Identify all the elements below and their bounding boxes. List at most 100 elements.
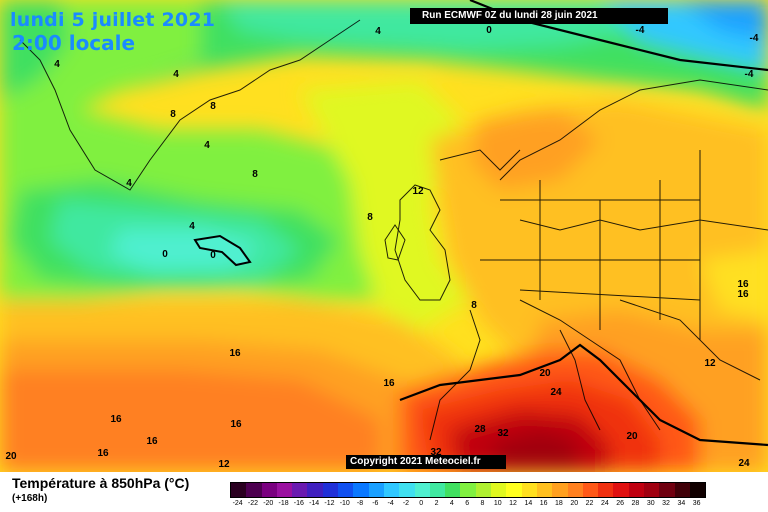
- contour-label: 20: [5, 451, 17, 462]
- contour-label: 4: [126, 178, 132, 189]
- contour-label: -4: [750, 33, 759, 44]
- contour-label: 24: [738, 458, 750, 469]
- copyright: Copyright 2021 Meteociel.fr: [346, 455, 506, 469]
- legend-swatch: [689, 483, 706, 497]
- legend-swatch: [674, 483, 690, 497]
- parameter-title: Température à 850hPa (°C): [12, 475, 190, 491]
- legend-swatch: [338, 483, 354, 497]
- legend-swatch: [598, 483, 614, 497]
- contour-label: -4: [636, 25, 645, 36]
- legend-label: 2: [434, 500, 439, 507]
- legend-label: 36: [692, 500, 701, 507]
- legend-label: -8: [356, 500, 364, 507]
- legend-swatch: [383, 483, 400, 497]
- contour-label: 16: [229, 348, 241, 359]
- legend-label: 26: [616, 500, 625, 507]
- legend-label: -14: [309, 500, 320, 507]
- contour-label: 4: [189, 221, 195, 232]
- legend-swatch: [276, 483, 293, 497]
- legend-swatch: [582, 483, 599, 497]
- legend-label: 24: [600, 500, 609, 507]
- legend-swatch: [261, 483, 277, 497]
- contour-label: 8: [367, 212, 373, 223]
- legend-label: 4: [449, 500, 454, 507]
- legend-label: -16: [293, 500, 304, 507]
- legend-swatch: [659, 483, 675, 497]
- legend-swatch: [322, 483, 339, 497]
- contour-label: 8: [170, 109, 176, 120]
- contour-label: 12: [218, 459, 230, 470]
- legend-label: 6: [465, 500, 470, 507]
- contour-label: 4: [375, 26, 381, 37]
- legend-swatch: [231, 483, 247, 497]
- legend-label: -2: [402, 500, 410, 507]
- contour-label: 8: [471, 300, 477, 311]
- legend-label: -10: [339, 500, 350, 507]
- contour-label: 0: [210, 250, 216, 261]
- legend-label: -4: [387, 500, 394, 507]
- legend-swatch: [307, 483, 323, 497]
- legend-label: 18: [555, 500, 563, 507]
- legend-swatch: [429, 483, 446, 497]
- legend-label: 0: [419, 500, 424, 507]
- legend-swatch: [292, 483, 308, 497]
- contour-label: 16: [737, 289, 749, 300]
- temperature-map: 4 0 -4 -4 -4 4 4 8 8 4 8 4 4 0 0 12 8 8 …: [0, 0, 768, 472]
- legend-swatch: [399, 483, 415, 497]
- legend-swatch: [521, 483, 537, 497]
- legend-swatch: [567, 483, 583, 497]
- legend-swatch: [475, 483, 492, 497]
- contour-label: 4: [173, 69, 179, 80]
- legend-swatch: [460, 483, 476, 497]
- legend-label: 10: [493, 500, 502, 507]
- contour-label: 12: [704, 358, 716, 369]
- legend-label: -22: [247, 500, 258, 507]
- contour-label: 32: [430, 447, 442, 458]
- color-legend: [230, 482, 707, 498]
- run-info: Run ECMWF 0Z du lundi 28 juin 2021: [410, 8, 668, 24]
- contour-label: 16: [383, 378, 395, 389]
- legend-swatch: [414, 483, 430, 497]
- contour-label: 32: [497, 428, 509, 439]
- legend-swatch: [445, 483, 461, 497]
- contour-label: 16: [97, 448, 109, 459]
- legend-swatch: [644, 483, 660, 497]
- contour-label: 4: [54, 59, 60, 70]
- legend-swatch: [353, 483, 369, 497]
- legend-label: -12: [324, 500, 335, 507]
- legend-swatch: [246, 483, 262, 497]
- contour-label: 20: [539, 368, 551, 379]
- legend-label: 16: [539, 500, 548, 507]
- legend-label: 14: [524, 500, 533, 507]
- legend-swatch: [613, 483, 629, 497]
- legend-label: -18: [278, 500, 289, 507]
- legend-labels: -24 -22 -20 -18 -16 -14 -12 -10 -8 -6 -4 -2 0 2 4 6 8 10 1…: [230, 500, 710, 510]
- contour-label: 12: [412, 186, 424, 197]
- contour-label: 16: [230, 419, 242, 430]
- legend-label: 8: [480, 500, 485, 507]
- legend-swatch: [536, 483, 553, 497]
- forecast-time: 2:00 locale: [12, 31, 136, 55]
- legend-label: 28: [631, 500, 640, 507]
- contour-label: 0: [162, 249, 168, 260]
- contour-label: 8: [252, 169, 258, 180]
- legend-label: 20: [570, 500, 579, 507]
- legend-label: 12: [509, 500, 517, 507]
- legend-swatch: [552, 483, 568, 497]
- legend-label: 22: [585, 500, 594, 507]
- legend-swatch: [491, 483, 507, 497]
- legend-swatch: [368, 483, 384, 497]
- contour-label: 16: [110, 414, 122, 425]
- forecast-hour: (+168h): [12, 493, 48, 504]
- legend-label: 32: [662, 500, 670, 507]
- contour-label: 0: [486, 25, 492, 36]
- legend-swatch: [628, 483, 645, 497]
- contour-label: 4: [204, 140, 210, 151]
- contour-label: 28: [474, 424, 486, 435]
- legend-label: -6: [372, 500, 379, 507]
- legend-swatch: [506, 483, 522, 497]
- contour-label: 16: [737, 279, 749, 290]
- legend-label: -24: [232, 500, 243, 507]
- legend-label: 30: [646, 500, 655, 507]
- contour-label: 16: [146, 436, 158, 447]
